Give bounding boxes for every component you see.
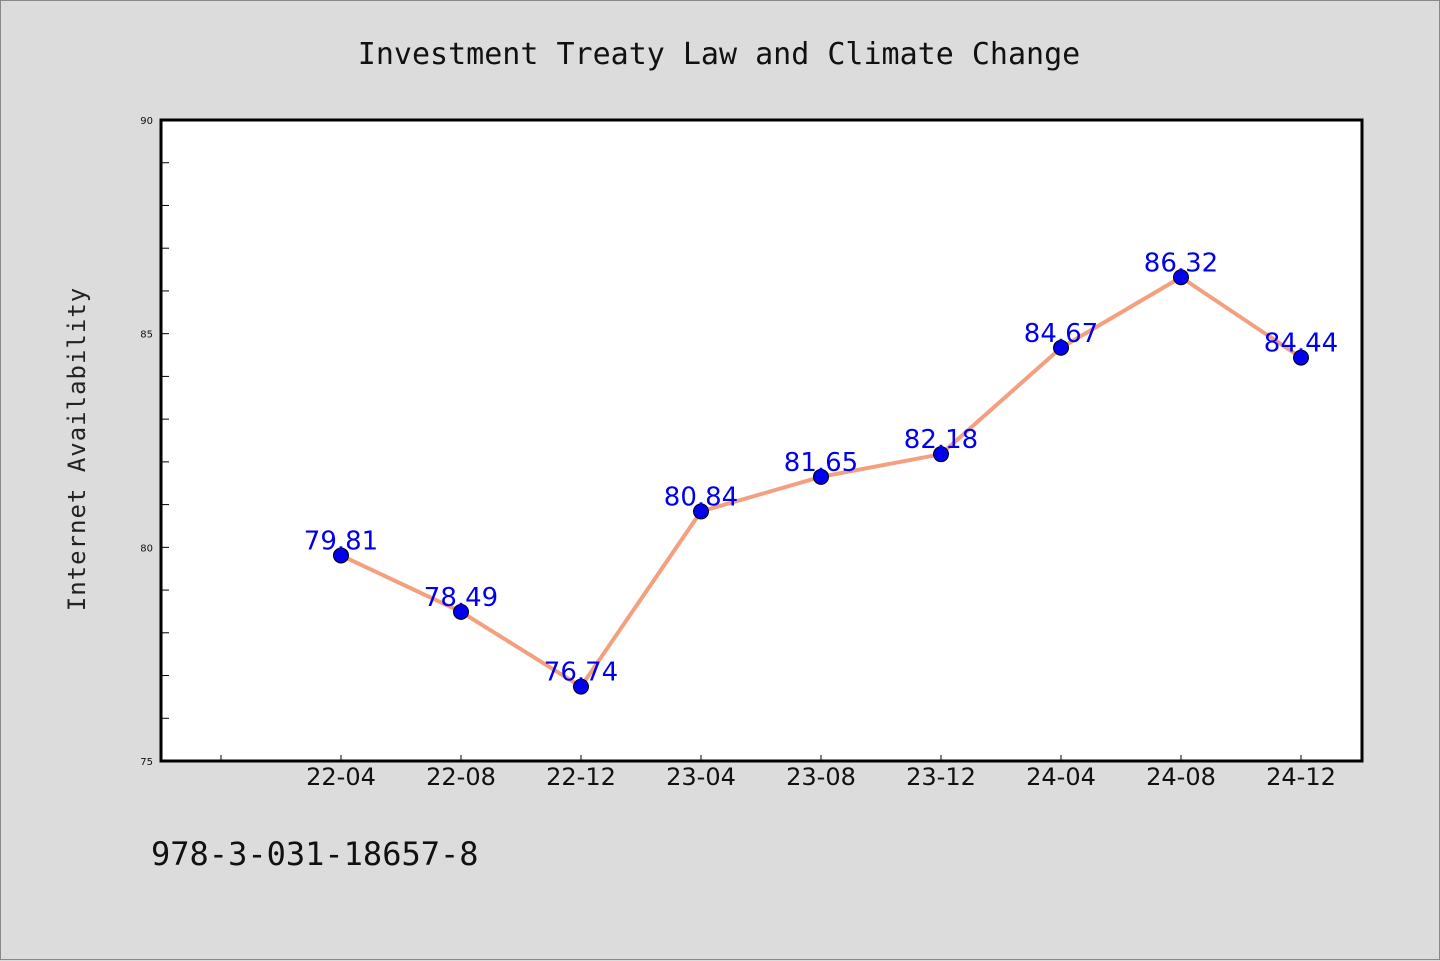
- y-tick-label: 85: [140, 330, 153, 341]
- x-tick-label: 22-04: [306, 763, 376, 791]
- y-tick-label: 90: [140, 116, 153, 127]
- x-tick-label: 24-12: [1266, 763, 1336, 791]
- data-labels: 79.81 78.49 76.74 80.84 81.65 82.18 84.67 86.32…: [304, 248, 1338, 687]
- data-point-marker: [333, 547, 349, 564]
- data-label: 82.18: [904, 425, 978, 455]
- x-tick-label: 24-08: [1146, 763, 1216, 791]
- data-point-marker: [1293, 349, 1309, 366]
- x-tick-label: 23-12: [906, 763, 976, 791]
- data-point-marker: [1173, 269, 1189, 286]
- data-label: 86.32: [1144, 248, 1218, 278]
- data-point-marker: [573, 678, 589, 695]
- x-tick-label: 23-04: [666, 763, 736, 791]
- data-label: 81.65: [784, 448, 858, 478]
- data-point-marker: [813, 468, 829, 485]
- data-label: 80.84: [664, 482, 738, 512]
- x-tick-label: 22-08: [426, 763, 496, 791]
- x-tick-label: 22-12: [546, 763, 616, 791]
- chart-title: Investment Treaty Law and Climate Change: [358, 37, 1080, 72]
- x-tick-label: 24-04: [1026, 763, 1096, 791]
- x-axis-ticks: 22-04 22-08 22-12 23-04 23-08 23-12 24-04 24-08…: [220, 755, 1336, 791]
- series-line: [333, 269, 1309, 695]
- plot-area: [159, 118, 1364, 763]
- data-point-marker: [1053, 339, 1069, 356]
- data-label: 84.44: [1264, 329, 1338, 359]
- y-axis-ticks: 75 80 85 90: [140, 116, 169, 768]
- data-label: 76.74: [544, 658, 618, 688]
- x-tick-label: 23-08: [786, 763, 856, 791]
- data-point-marker: [693, 503, 709, 520]
- y-tick-label: 75: [140, 757, 153, 768]
- data-point-marker: [933, 446, 949, 463]
- y-tick-label: 80: [140, 543, 153, 554]
- isbn-footer: 978-3-031-18657-8: [151, 835, 479, 873]
- data-label: 84.67: [1024, 319, 1098, 349]
- data-label: 78.49: [424, 583, 498, 613]
- y-axis-label: Internet Availability: [63, 287, 91, 611]
- data-label: 79.81: [304, 526, 378, 556]
- data-point-marker: [453, 603, 469, 620]
